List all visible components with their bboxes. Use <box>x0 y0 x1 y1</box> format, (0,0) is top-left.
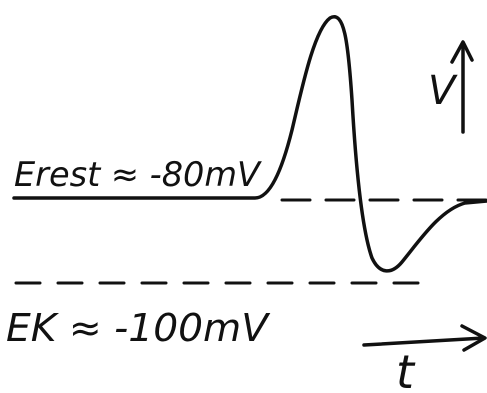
action-potential-trace <box>12 15 487 273</box>
t-axis-label: t <box>396 345 416 393</box>
v-axis-arrow-icon <box>450 40 474 134</box>
v-axis-label: V <box>428 68 458 114</box>
rest-potential-label: Erest ≈ -80mV <box>14 155 263 195</box>
t-axis-arrow-icon <box>362 324 487 352</box>
ek-label: EK ≈ -100mV <box>6 306 271 350</box>
